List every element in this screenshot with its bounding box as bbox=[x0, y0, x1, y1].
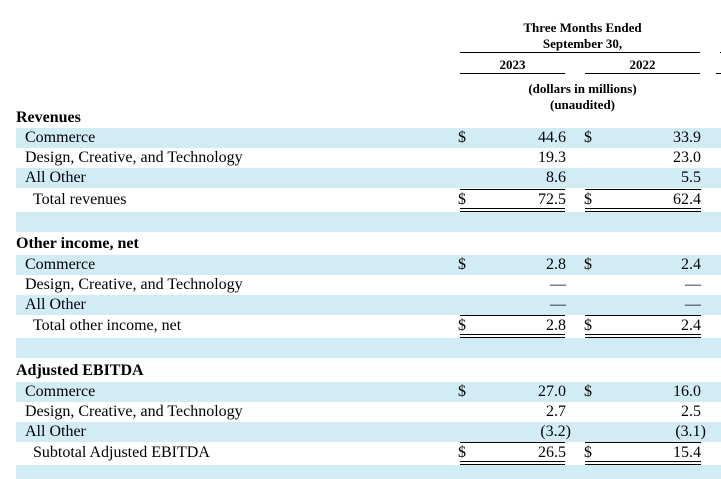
currency-symbol: $ bbox=[458, 256, 466, 273]
total-value-2022: 62.4 bbox=[673, 191, 701, 208]
currency-symbol: $ bbox=[458, 383, 466, 400]
period-header-line1: Three Months Ended bbox=[523, 20, 642, 35]
value-2022: 5.5 bbox=[681, 169, 701, 186]
row-label: All Other bbox=[25, 423, 86, 440]
value-2023: 2.7 bbox=[546, 403, 566, 420]
units-line1: (dollars in millions) bbox=[528, 81, 637, 96]
currency-symbol: $ bbox=[458, 317, 466, 334]
currency-symbol: $ bbox=[584, 129, 592, 146]
table-row: Design, Creative, and Technology — — bbox=[16, 275, 721, 295]
value-2023: 19.3 bbox=[538, 149, 566, 166]
currency-symbol: $ bbox=[584, 317, 592, 334]
currency-symbol: $ bbox=[584, 256, 592, 273]
subtotal-rule bbox=[460, 315, 565, 316]
total-value-2023: 2.8 bbox=[546, 317, 566, 334]
year-2023-header: 2023 bbox=[499, 57, 526, 72]
currency-symbol: $ bbox=[584, 191, 592, 208]
year-rule-edge bbox=[716, 73, 721, 74]
total-label: Subtotal Adjusted EBITDA bbox=[33, 444, 210, 461]
subtotal-rule bbox=[585, 315, 701, 316]
total-value-2023: 26.5 bbox=[538, 444, 566, 461]
row-label: Commerce bbox=[25, 129, 96, 146]
value-2022: 23.0 bbox=[673, 149, 701, 166]
value-2023: — bbox=[550, 276, 566, 293]
currency-symbol: $ bbox=[584, 444, 592, 461]
section-title-other-income: Other income, net bbox=[16, 235, 139, 252]
period-header-line2: September 30, bbox=[542, 36, 623, 51]
total-value-2022: 15.4 bbox=[673, 444, 701, 461]
row-label: Commerce bbox=[25, 383, 96, 400]
subtotal-rule bbox=[460, 189, 565, 190]
value-2023: 2.8 bbox=[546, 256, 566, 273]
header-rule bbox=[460, 52, 700, 53]
total-value-2023: 72.5 bbox=[538, 191, 566, 208]
spacer-band bbox=[16, 212, 721, 232]
value-2022: — bbox=[685, 296, 701, 313]
currency-symbol: $ bbox=[584, 383, 592, 400]
row-label: Design, Creative, and Technology bbox=[25, 276, 243, 293]
table-row: Commerce $ 44.6 $ 33.9 bbox=[16, 128, 721, 148]
row-label: Design, Creative, and Technology bbox=[25, 149, 243, 166]
value-2023: 8.6 bbox=[546, 169, 566, 186]
total-label: Total revenues bbox=[33, 191, 127, 208]
value-2023: (3.2) bbox=[540, 423, 571, 440]
total-double-rule bbox=[585, 461, 701, 465]
value-2022: (3.1) bbox=[675, 423, 706, 440]
table-row: Commerce $ 2.8 $ 2.4 bbox=[16, 255, 721, 275]
value-2022: 2.4 bbox=[681, 256, 701, 273]
value-2022: 16.0 bbox=[673, 383, 701, 400]
row-label: Design, Creative, and Technology bbox=[25, 403, 243, 420]
table-row: Design, Creative, and Technology 19.3 23… bbox=[16, 148, 721, 168]
value-2022: 33.9 bbox=[673, 129, 701, 146]
value-2023: 44.6 bbox=[538, 129, 566, 146]
total-value-2022: 2.4 bbox=[681, 317, 701, 334]
total-double-rule bbox=[585, 208, 701, 212]
total-row: Total other income, net $ 2.8 $ 2.4 bbox=[16, 316, 721, 336]
currency-symbol: $ bbox=[458, 129, 466, 146]
row-label: All Other bbox=[25, 169, 86, 186]
table-row: All Other (3.2) (3.1) bbox=[16, 422, 721, 442]
value-2023: 27.0 bbox=[538, 383, 566, 400]
value-2023: — bbox=[550, 296, 566, 313]
spacer-band bbox=[16, 338, 721, 358]
table-row: Design, Creative, and Technology 2.7 2.5 bbox=[16, 402, 721, 422]
total-label: Total other income, net bbox=[33, 317, 182, 334]
total-double-rule bbox=[460, 208, 565, 212]
total-double-rule bbox=[460, 334, 565, 338]
table-row: All Other — — bbox=[16, 295, 721, 315]
section-title-revenues: Revenues bbox=[16, 109, 81, 126]
year-2022-rule bbox=[585, 73, 700, 74]
year-2023-rule bbox=[460, 73, 565, 74]
currency-symbol: $ bbox=[458, 444, 466, 461]
currency-symbol: $ bbox=[458, 191, 466, 208]
total-double-rule bbox=[585, 334, 701, 338]
subtotal-rule bbox=[585, 189, 701, 190]
total-row: Subtotal Adjusted EBITDA $ 26.5 $ 15.4 bbox=[16, 443, 721, 463]
value-2022: 2.5 bbox=[681, 403, 701, 420]
year-2022-header: 2022 bbox=[629, 57, 656, 72]
table-row: Commerce $ 27.0 $ 16.0 bbox=[16, 382, 721, 402]
value-2022: — bbox=[685, 276, 701, 293]
total-double-rule bbox=[460, 461, 565, 465]
spacer-band bbox=[16, 465, 721, 479]
table-row: All Other 8.6 5.5 bbox=[16, 168, 721, 188]
subtotal-rule bbox=[460, 442, 565, 443]
row-label: Commerce bbox=[25, 256, 96, 273]
subtotal-rule bbox=[585, 442, 701, 443]
total-row: Total revenues $ 72.5 $ 62.4 bbox=[16, 190, 721, 210]
units-line2: (unaudited) bbox=[549, 97, 616, 112]
row-label: All Other bbox=[25, 296, 86, 313]
section-title-adjusted-ebitda: Adjusted EBITDA bbox=[16, 362, 144, 379]
